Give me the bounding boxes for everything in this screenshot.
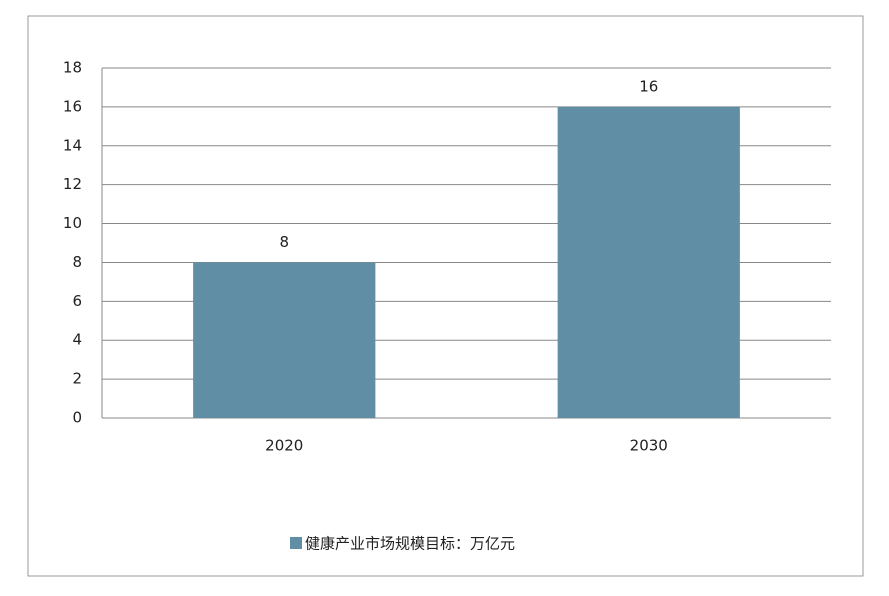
y-tick-label: 12: [63, 175, 82, 193]
bar: [557, 106, 740, 418]
y-tick-label: 14: [63, 136, 82, 154]
value-label: 8: [279, 233, 289, 251]
bar: [193, 262, 376, 418]
y-tick-label: 18: [63, 59, 82, 77]
y-tick-label: 10: [63, 214, 82, 232]
legend-label: 健康产业市场规模目标：万亿元: [305, 535, 515, 553]
y-tick-label: 6: [72, 292, 82, 310]
x-tick-label: 2020: [265, 437, 303, 455]
y-tick-label: 2: [72, 370, 82, 388]
value-label: 16: [639, 77, 658, 95]
legend-swatch: [290, 537, 302, 549]
y-tick-label: 4: [72, 331, 82, 349]
y-tick-label: 16: [63, 97, 82, 115]
y-tick-label: 8: [72, 253, 82, 271]
y-tick-label: 0: [72, 409, 82, 427]
x-tick-label: 2030: [630, 437, 668, 455]
